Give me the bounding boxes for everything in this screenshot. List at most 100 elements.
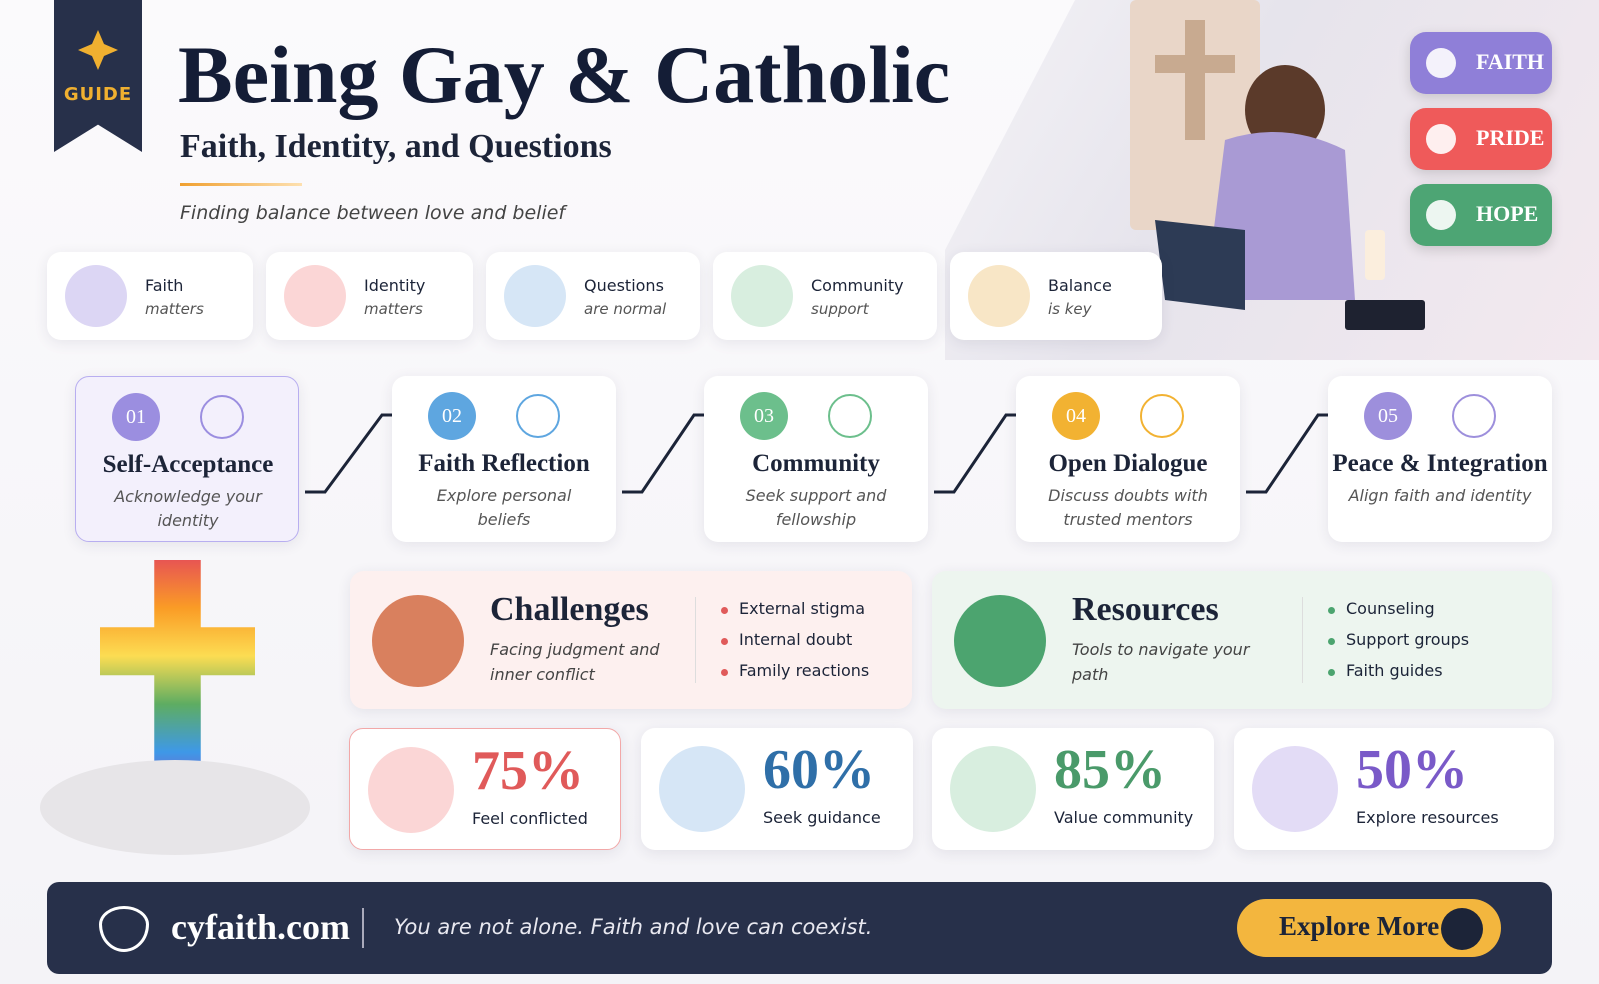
tag-icon xyxy=(1426,200,1456,230)
subtitle: Faith, Identity, and Questions xyxy=(180,128,612,165)
step-title: Self-Acceptance xyxy=(102,451,274,478)
pillar-icon xyxy=(65,265,127,327)
stat-value: 60% xyxy=(763,739,875,801)
connector-path xyxy=(305,413,1328,494)
pillar-title: Questions xyxy=(584,276,664,295)
step-description: Acknowledge your identity xyxy=(114,487,262,530)
badge-icon xyxy=(78,30,118,70)
photo-illustration xyxy=(1130,0,1425,330)
pillar-subtitle: support xyxy=(811,300,869,318)
footer-separator xyxy=(362,908,364,948)
step-number: 03 xyxy=(740,392,788,440)
stat-card: 75% Feel conflicted xyxy=(349,728,621,850)
panel-bullet xyxy=(721,607,728,614)
step-description: Explore personal beliefs xyxy=(436,486,572,529)
step-card: 01 Self-Acceptance Acknowledge your identi… xyxy=(75,376,299,542)
pillar-card: Community support xyxy=(713,252,937,340)
stat-label: Seek guidance xyxy=(763,808,881,827)
step-title: Faith Reflection xyxy=(418,450,590,477)
stat-card: 60% Seek guidance xyxy=(641,728,913,850)
footer-logo xyxy=(99,906,149,952)
panel-bullet xyxy=(1328,607,1335,614)
pillar-title: Community xyxy=(811,276,904,295)
footer-message: You are not alone. Faith and love can co… xyxy=(394,915,873,939)
pillar-icon xyxy=(284,265,346,327)
panel-icon xyxy=(954,595,1046,687)
tag[interactable]: FAITH xyxy=(1410,32,1552,94)
pillar-title: Balance xyxy=(1048,276,1112,295)
pillar-card: Identity matters xyxy=(266,252,473,340)
panel-bullet xyxy=(1328,638,1335,645)
step-card: 02 Faith Reflection Explore personal belie… xyxy=(392,376,616,542)
divider xyxy=(180,183,302,186)
pillar-card: Balance is key xyxy=(950,252,1162,340)
panel-subtitle: Tools to navigate your path xyxy=(1072,640,1250,684)
panel-bullet xyxy=(721,669,728,676)
pillar-icon xyxy=(504,265,566,327)
stat-icon xyxy=(659,746,745,832)
step-description: Align faith and identity xyxy=(1348,486,1532,505)
panel-item: Faith guides xyxy=(1346,661,1443,680)
pillar-icon xyxy=(731,265,793,327)
stat-icon xyxy=(950,746,1036,832)
panel-bullet xyxy=(721,638,728,645)
pillar-title: Faith xyxy=(145,276,184,295)
panel-subtitle: Facing judgment and inner conflict xyxy=(490,640,660,684)
stat-value: 50% xyxy=(1356,739,1468,801)
step-title: Peace & Integration xyxy=(1332,450,1548,477)
pillar-card: Faith matters xyxy=(47,252,253,340)
stat-label: Feel conflicted xyxy=(472,809,588,828)
step-icon xyxy=(828,394,872,438)
panel-item: External stigma xyxy=(739,599,866,618)
panel-item: Support groups xyxy=(1346,630,1470,649)
step-icon xyxy=(516,394,560,438)
step-card: 05 Peace & Integration Align faith and ide… xyxy=(1328,376,1552,542)
tag-label: PRIDE xyxy=(1476,125,1545,150)
tag-icon xyxy=(1426,48,1456,78)
panel-title: Resources xyxy=(1072,591,1219,628)
step-number: 05 xyxy=(1364,392,1412,440)
tagline: Finding balance between love and belief xyxy=(180,202,566,224)
step-card: 04 Open Dialogue Discuss doubts with trust… xyxy=(1016,376,1240,542)
panel-separator xyxy=(695,597,696,683)
stat-value: 85% xyxy=(1054,739,1166,801)
panel-item: Family reactions xyxy=(739,661,870,680)
pillar-icon xyxy=(968,265,1030,327)
explore-button[interactable]: Explore More xyxy=(1237,899,1501,957)
tag[interactable]: HOPE xyxy=(1410,184,1552,246)
step-icon xyxy=(200,395,244,439)
badge-text: GUIDE xyxy=(63,84,133,105)
stat-card: 50% Explore resources xyxy=(1234,728,1554,850)
pillar-title: Identity xyxy=(364,276,426,295)
panel-title: Challenges xyxy=(490,591,649,628)
explore-button-label: Explore More xyxy=(1279,911,1440,941)
step-description: Discuss doubts with trusted mentors xyxy=(1048,486,1208,529)
stat-value: 75% xyxy=(472,740,584,802)
step-title: Community xyxy=(752,450,880,477)
step-card: 03 Community Seek support and fellowship xyxy=(704,376,928,542)
pillar-subtitle: is key xyxy=(1048,300,1092,318)
pedestal xyxy=(40,760,310,855)
title: Being Gay & Catholic xyxy=(178,29,951,120)
tag[interactable]: PRIDE xyxy=(1410,108,1552,170)
tag-label: HOPE xyxy=(1476,201,1539,226)
panel: Resources Tools to navigate your path Coun… xyxy=(932,571,1552,709)
stat-icon xyxy=(368,747,454,833)
step-number: 01 xyxy=(112,393,160,441)
stat-label: Explore resources xyxy=(1356,808,1499,827)
panel-item: Internal doubt xyxy=(739,630,853,649)
panel: Challenges Facing judgment and inner conf… xyxy=(350,571,912,709)
footer: cyfaith.com You are not alone. Faith and … xyxy=(47,882,1552,974)
panel-bullet xyxy=(1328,669,1335,676)
step-title: Open Dialogue xyxy=(1048,450,1208,477)
step-number: 02 xyxy=(428,392,476,440)
tag-icon xyxy=(1426,124,1456,154)
panel-separator xyxy=(1302,597,1303,683)
stat-icon xyxy=(1252,746,1338,832)
pillar-subtitle: matters xyxy=(364,300,423,318)
step-icon xyxy=(1140,394,1184,438)
pillar-subtitle: are normal xyxy=(584,300,667,318)
stat-card: 85% Value community xyxy=(932,728,1214,850)
tag-label: FAITH xyxy=(1476,49,1545,74)
